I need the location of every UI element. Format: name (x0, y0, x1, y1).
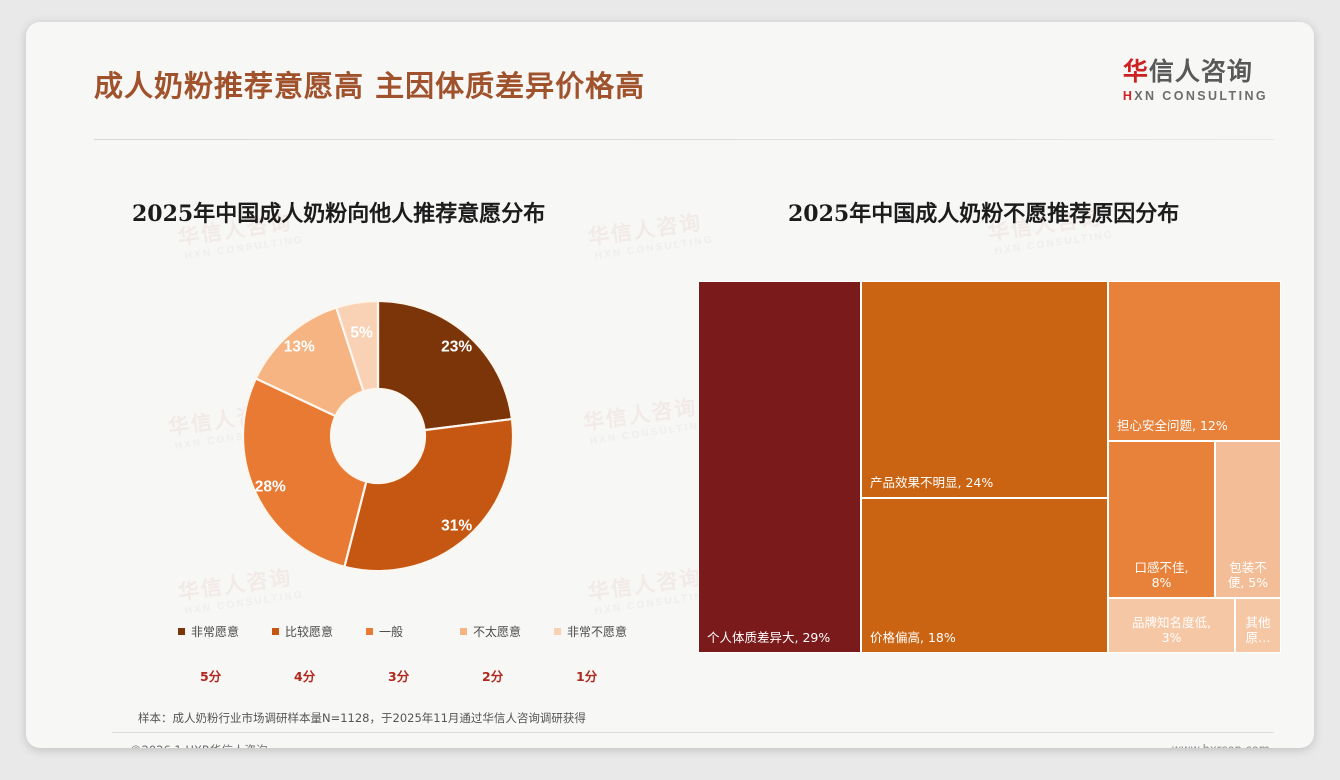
website-link[interactable]: www.hxrcon.com (1172, 742, 1270, 748)
page-title: 成人奶粉推荐意愿高 主因体质差异价格高 (94, 69, 646, 103)
score-label: 1分 (576, 669, 598, 684)
donut-score-labels: 5分 4分 3分 2分 1分 (178, 666, 648, 685)
legend-label: 非常不愿意 (567, 625, 628, 639)
donut-chart-svg: 23% 31% 28% 13% 5% (241, 299, 515, 573)
copyright-text: ©2026.1 HXR华信人咨询 (130, 742, 267, 748)
treemap-cell-label: 包装不 便, 5% (1227, 559, 1269, 591)
legend-swatch (554, 628, 561, 635)
treemap-cell[interactable]: 价格偏高, 18% (861, 498, 1108, 653)
legend-item[interactable]: 非常不愿意 (554, 623, 648, 640)
treemap-cell[interactable]: 产品效果不明显, 24% (861, 281, 1108, 498)
logo-english: HXN CONSULTING (1123, 88, 1268, 102)
score-label: 2分 (482, 669, 504, 684)
treemap-cell-label: 价格偏高, 18% (870, 630, 956, 646)
donut-slice-label: 5% (350, 324, 373, 341)
legend-item[interactable]: 非常愿意 (178, 623, 272, 640)
treemap-cell-label: 担心安全问题, 12% (1117, 418, 1228, 434)
treemap-cell[interactable]: 品牌知名度低, 3% (1108, 598, 1235, 653)
donut-slice[interactable] (343, 417, 515, 573)
treemap-chart: 个人体质差异大, 29% 产品效果不明显, 24% 价格偏高, 18% 担心安全问题,… (698, 281, 1281, 653)
treemap-cell[interactable]: 包装不 便, 5% (1215, 441, 1281, 598)
legend-swatch (178, 628, 185, 635)
brand-logo: 华信人咨询 HXN CONSULTING (1123, 58, 1268, 103)
donut-slice[interactable] (376, 299, 514, 432)
logo-accent-char: 华 (1122, 56, 1149, 86)
logo-rest-chars: 信人咨询 (1148, 56, 1253, 86)
source-note: 样本：成人奶粉行业市场调研样本量N=1128，于2025年11月通过华信人咨询调… (138, 711, 586, 725)
legend-item[interactable]: 一般 (366, 623, 460, 640)
slide-canvas: 华信人咨询 HXN CONSULTING 华信人咨询 HXN CONSULTIN… (26, 22, 1314, 748)
header-divider (94, 139, 1274, 140)
donut-legend: 非常愿意 比较愿意 一般 不太愿意 非常不愿意 (178, 623, 648, 640)
donut-slice[interactable] (334, 299, 380, 393)
score-label: 5分 (200, 669, 222, 684)
treemap-cell-label: 个人体质差异大, 29% (707, 630, 831, 646)
score-label: 3分 (388, 669, 410, 684)
treemap-cell-label: 口感不佳, 8% (1134, 559, 1189, 591)
slide-header: 成人奶粉推荐意愿高 主因体质差异价格高 华信人咨询 HXN CONSULTING (26, 22, 1314, 146)
legend-label: 一般 (379, 625, 404, 639)
treemap-cell[interactable]: 其他 原… (1235, 598, 1281, 653)
legend-swatch (272, 628, 279, 635)
treemap-chart-title: 2025年中国成人奶粉不愿推荐原因分布 (788, 201, 1180, 227)
donut-slice[interactable] (254, 306, 365, 418)
treemap-cell[interactable]: 个人体质差异大, 29% (698, 281, 861, 653)
treemap-cell-label: 品牌知名度低, 3% (1132, 614, 1211, 646)
legend-swatch (366, 628, 373, 635)
donut-slice-label: 13% (284, 339, 315, 356)
donut-chart: 23% 31% 28% 13% 5% (216, 270, 556, 600)
score-label: 4分 (294, 669, 316, 684)
treemap-cell-label: 产品效果不明显, 24% (870, 475, 994, 491)
donut-slice-label: 28% (255, 479, 286, 496)
footer-divider (112, 732, 1274, 733)
treemap-cell[interactable]: 口感不佳, 8% (1108, 441, 1215, 598)
treemap-cell[interactable]: 担心安全问题, 12% (1108, 281, 1281, 441)
donut-slice-label: 23% (441, 339, 472, 356)
donut-slice[interactable] (241, 377, 368, 569)
legend-item[interactable]: 不太愿意 (460, 623, 554, 640)
treemap-cell-label: 其他 原… (1245, 614, 1271, 646)
logo-en-rest: XN CONSULTING (1134, 88, 1268, 103)
legend-item[interactable]: 比较愿意 (272, 623, 366, 640)
donut-chart-title: 2025年中国成人奶粉向他人推荐意愿分布 (132, 201, 546, 227)
legend-swatch (460, 628, 467, 635)
legend-label: 比较愿意 (285, 625, 334, 639)
donut-slice-label: 31% (441, 517, 472, 534)
logo-en-accent: H (1122, 88, 1135, 103)
legend-label: 不太愿意 (473, 625, 522, 639)
logo-chinese: 华信人咨询 (1123, 58, 1268, 86)
legend-label: 非常愿意 (191, 625, 240, 639)
